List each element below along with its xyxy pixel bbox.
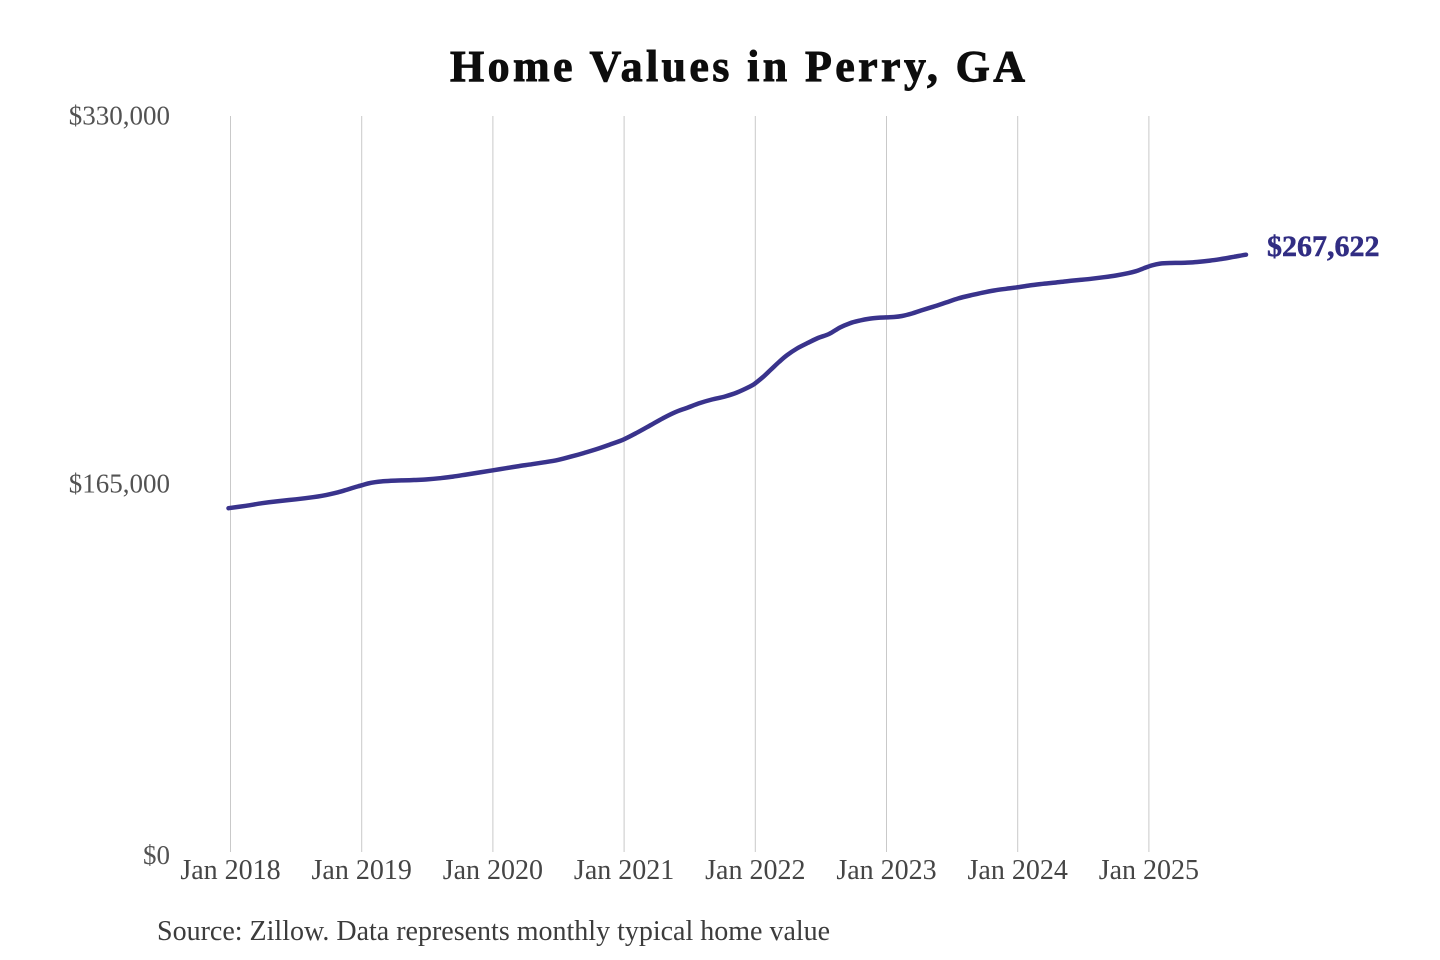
svg-text:$165,000: $165,000 (69, 469, 170, 499)
svg-text:Jan 2022: Jan 2022 (705, 855, 805, 886)
svg-text:Source: Zillow. Data represent: Source: Zillow. Data represents monthly … (157, 916, 830, 947)
svg-text:Home Values in Perry, GA: Home Values in Perry, GA (450, 42, 1025, 91)
svg-text:Jan 2024: Jan 2024 (968, 855, 1068, 886)
svg-text:Jan 2025: Jan 2025 (1099, 855, 1199, 886)
svg-text:Jan 2023: Jan 2023 (836, 855, 936, 886)
svg-text:Jan 2020: Jan 2020 (443, 855, 543, 886)
svg-text:Jan 2018: Jan 2018 (180, 855, 280, 886)
svg-text:$0: $0 (143, 840, 170, 870)
svg-text:Jan 2019: Jan 2019 (312, 855, 412, 886)
svg-text:Jan 2021: Jan 2021 (574, 855, 674, 886)
svg-text:$267,622: $267,622 (1267, 230, 1380, 263)
svg-text:$330,000: $330,000 (69, 101, 170, 131)
